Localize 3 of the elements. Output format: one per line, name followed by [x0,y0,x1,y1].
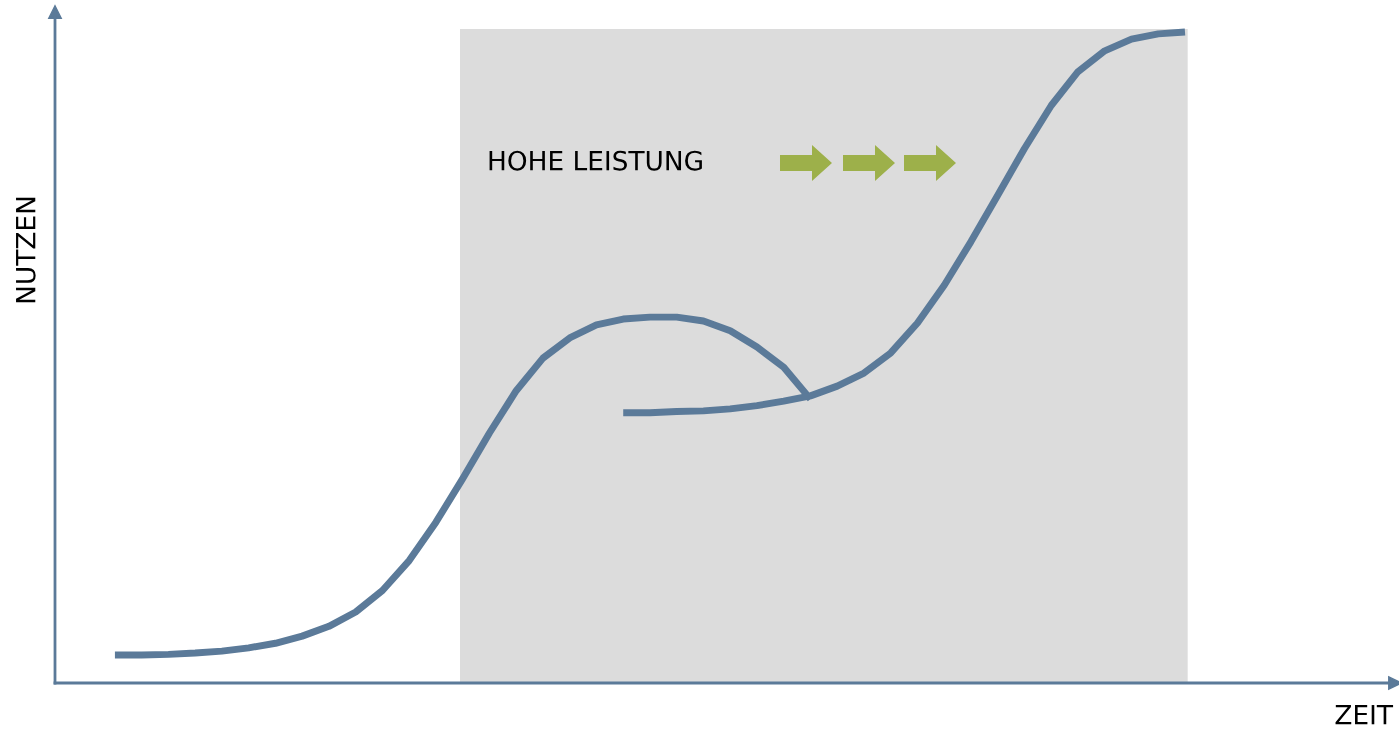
y-axis-title: NUTZEN [16,197,36,303]
annotation: HOHE LEISTUNG [489,150,702,171]
text: ZEIT [1335,705,1394,725]
